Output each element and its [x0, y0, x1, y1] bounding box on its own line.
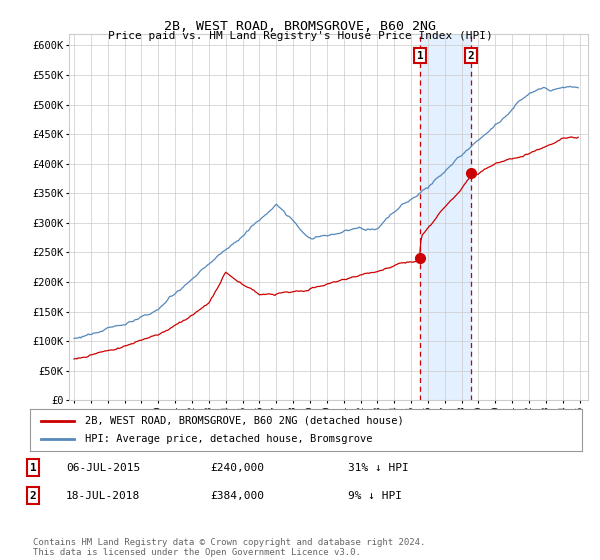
Text: 1: 1 [29, 463, 37, 473]
Text: £240,000: £240,000 [210, 463, 264, 473]
Text: Contains HM Land Registry data © Crown copyright and database right 2024.
This d: Contains HM Land Registry data © Crown c… [33, 538, 425, 557]
Text: £384,000: £384,000 [210, 491, 264, 501]
Text: 31% ↓ HPI: 31% ↓ HPI [348, 463, 409, 473]
Text: 06-JUL-2015: 06-JUL-2015 [66, 463, 140, 473]
Text: 2B, WEST ROAD, BROMSGROVE, B60 2NG (detached house): 2B, WEST ROAD, BROMSGROVE, B60 2NG (deta… [85, 416, 404, 426]
Text: 9% ↓ HPI: 9% ↓ HPI [348, 491, 402, 501]
Text: 18-JUL-2018: 18-JUL-2018 [66, 491, 140, 501]
Text: 1: 1 [417, 50, 424, 60]
Text: 2: 2 [29, 491, 37, 501]
Text: Price paid vs. HM Land Registry's House Price Index (HPI): Price paid vs. HM Land Registry's House … [107, 31, 493, 41]
Text: 2B, WEST ROAD, BROMSGROVE, B60 2NG: 2B, WEST ROAD, BROMSGROVE, B60 2NG [164, 20, 436, 32]
Bar [420, 34, 471, 400]
Text: HPI: Average price, detached house, Bromsgrove: HPI: Average price, detached house, Brom… [85, 434, 373, 444]
Text: 2: 2 [467, 50, 474, 60]
